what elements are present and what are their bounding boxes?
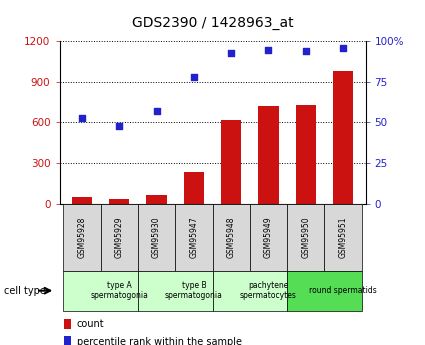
Point — [265, 47, 272, 52]
Point — [153, 108, 160, 114]
Bar — [63, 271, 138, 310]
Text: GSM95951: GSM95951 — [339, 216, 348, 258]
Bar — [63, 204, 101, 271]
Text: count: count — [76, 319, 104, 328]
Bar — [324, 204, 362, 271]
Point — [340, 45, 346, 51]
Text: GSM95928: GSM95928 — [77, 217, 86, 258]
Bar — [212, 271, 287, 310]
Bar — [109, 199, 130, 204]
Text: GSM95950: GSM95950 — [301, 216, 310, 258]
Bar — [221, 120, 241, 204]
Bar — [333, 71, 353, 204]
Text: GSM95929: GSM95929 — [115, 216, 124, 258]
Bar — [138, 271, 212, 310]
Text: round spermatids: round spermatids — [309, 286, 377, 295]
Bar — [212, 204, 250, 271]
Point — [79, 115, 85, 120]
Bar — [184, 172, 204, 204]
Bar — [146, 195, 167, 204]
Bar — [72, 197, 92, 204]
Text: GSM95947: GSM95947 — [190, 216, 198, 258]
Text: GSM95948: GSM95948 — [227, 216, 235, 258]
Text: GDS2390 / 1428963_at: GDS2390 / 1428963_at — [132, 16, 293, 30]
Text: cell type: cell type — [4, 286, 46, 296]
Bar — [287, 204, 324, 271]
Point — [228, 50, 235, 56]
Bar — [250, 204, 287, 271]
Bar — [287, 271, 362, 310]
Text: GSM95949: GSM95949 — [264, 216, 273, 258]
Bar — [101, 204, 138, 271]
Point — [116, 123, 122, 128]
Text: pachytene
spermatocytes: pachytene spermatocytes — [240, 281, 297, 300]
Text: percentile rank within the sample: percentile rank within the sample — [76, 337, 241, 345]
Point — [190, 74, 197, 80]
Bar — [258, 106, 279, 204]
Bar — [138, 204, 175, 271]
Bar — [175, 204, 212, 271]
Text: type B
spermatogonia: type B spermatogonia — [165, 281, 223, 300]
Bar — [295, 105, 316, 204]
Text: type A
spermatogonia: type A spermatogonia — [90, 281, 148, 300]
Text: GSM95930: GSM95930 — [152, 216, 161, 258]
Point — [303, 48, 309, 54]
